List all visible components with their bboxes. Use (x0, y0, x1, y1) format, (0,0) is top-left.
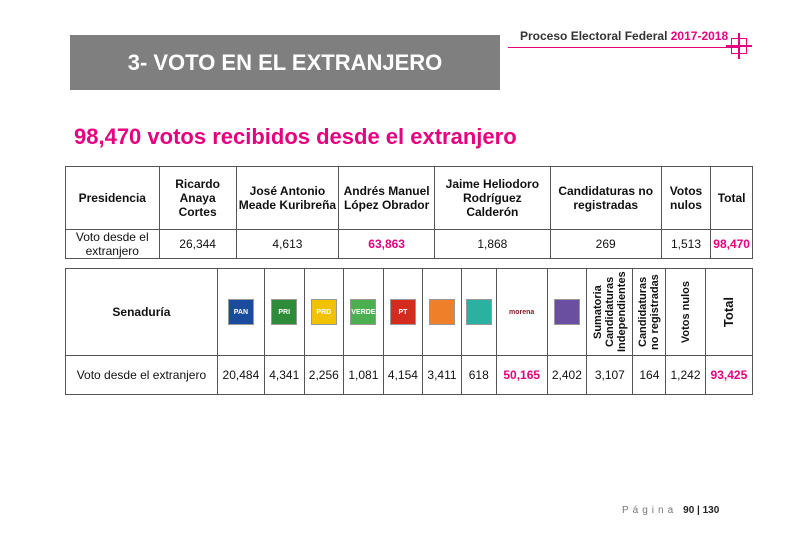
data-cell: Voto desde el extranjero (65, 229, 160, 259)
data-row: Voto desde el extranjero 26,344 4,613 63,86… (65, 229, 753, 259)
data-cell: 3,411 (422, 355, 462, 395)
data-cell: 93,425 (704, 355, 754, 395)
header-row: Senaduría PAN PRI PRD VERDE PT morena Sumatoria… (65, 268, 754, 356)
data-cell: 98,470 (710, 229, 753, 259)
data-cell: 20,484 (216, 355, 265, 395)
header-cell: Candidaturas no registradas (549, 166, 662, 230)
logo-cell: morena (495, 268, 548, 356)
header-cell: Total (704, 268, 754, 356)
logo-cell (546, 268, 588, 356)
data-cell: 50,165 (495, 355, 548, 395)
header-cell: Senaduría (65, 268, 218, 356)
party-logo: PT (389, 299, 416, 325)
header: Proceso Electoral Federal 2017-2018 (520, 29, 728, 43)
header-rule (508, 47, 738, 48)
header-cell: Sumatoria Candidaturas Independientes (586, 268, 634, 356)
party-logo (428, 299, 455, 325)
party-logo: PAN (227, 299, 254, 325)
data-cell: 618 (460, 355, 497, 395)
data-cell: 4,341 (263, 355, 305, 395)
header-cell: José Antonio Meade Kuribreña (235, 166, 340, 230)
logo-cell: PT (382, 268, 424, 356)
data-cell: 1,868 (434, 229, 551, 259)
header-cell: Presidencia (65, 166, 160, 230)
data-cell: 4,154 (382, 355, 424, 395)
data-row: Voto desde el extranjero 20,484 4,341 2,256… (65, 355, 754, 395)
party-logo (553, 299, 580, 325)
data-cell: 269 (549, 229, 662, 259)
data-cell: 63,863 (338, 229, 436, 259)
logo-cell: PRI (263, 268, 305, 356)
data-cell: 26,344 (158, 229, 237, 259)
logo-cell (422, 268, 462, 356)
data-cell: 4,613 (235, 229, 340, 259)
data-cell: 2,402 (546, 355, 588, 395)
presidency-table: Presidencia Ricardo Anaya Cortes José Anto… (65, 166, 753, 259)
party-logo: PRI (271, 299, 298, 325)
header-row: Presidencia Ricardo Anaya Cortes José Anto… (65, 166, 753, 230)
header-cell: Candidaturas no registradas (632, 268, 667, 356)
data-cell: 3,107 (586, 355, 634, 395)
logo-cell: PRD (303, 268, 345, 356)
party-logo (465, 299, 492, 325)
page-word: Página (622, 505, 678, 516)
header-years: 2017-2018 (670, 29, 729, 43)
data-cell: 164 (632, 355, 667, 395)
header-cell: Total (710, 166, 753, 230)
header-title: Proceso Electoral Federal (520, 29, 668, 43)
party-logo: VERDE (350, 299, 377, 325)
header-cell: Votos nulos (665, 268, 706, 356)
header-cell: Ricardo Anaya Cortes (158, 166, 237, 230)
party-logo: PRD (310, 299, 337, 325)
senate-table: Senaduría PAN PRI PRD VERDE PT morena Sumatoria… (65, 268, 754, 395)
rotated-header: Candidaturas no registradas (637, 274, 662, 350)
party-logo: morena (501, 300, 542, 324)
section-title: 3- VOTO EN EL EXTRANJERO (70, 35, 500, 90)
header-icon (726, 33, 752, 59)
headline: 98,470 votos recibidos desde el extranje… (74, 124, 517, 149)
header-cell: Andrés Manuel López Obrador (338, 166, 436, 230)
data-cell: 2,256 (303, 355, 345, 395)
page-number: 90 | 130 (683, 505, 720, 516)
header-cell: Votos nulos (660, 166, 712, 230)
logo-cell (460, 268, 497, 356)
footer: Página 90 | 130 (622, 505, 719, 516)
rotated-header: Votos nulos (679, 280, 692, 344)
data-cell: 1,081 (343, 355, 384, 395)
header-cell: Jaime Heliodoro Rodríguez Calderón (434, 166, 551, 230)
rotated-header: Sumatoria Candidaturas Independientes (591, 271, 628, 353)
data-cell: Voto desde el extranjero (65, 355, 218, 395)
data-cell: 1,242 (665, 355, 706, 395)
logo-cell: PAN (216, 268, 265, 356)
data-cell: 1,513 (660, 229, 712, 259)
rotated-header: Total (721, 296, 737, 328)
logo-cell: VERDE (343, 268, 384, 356)
